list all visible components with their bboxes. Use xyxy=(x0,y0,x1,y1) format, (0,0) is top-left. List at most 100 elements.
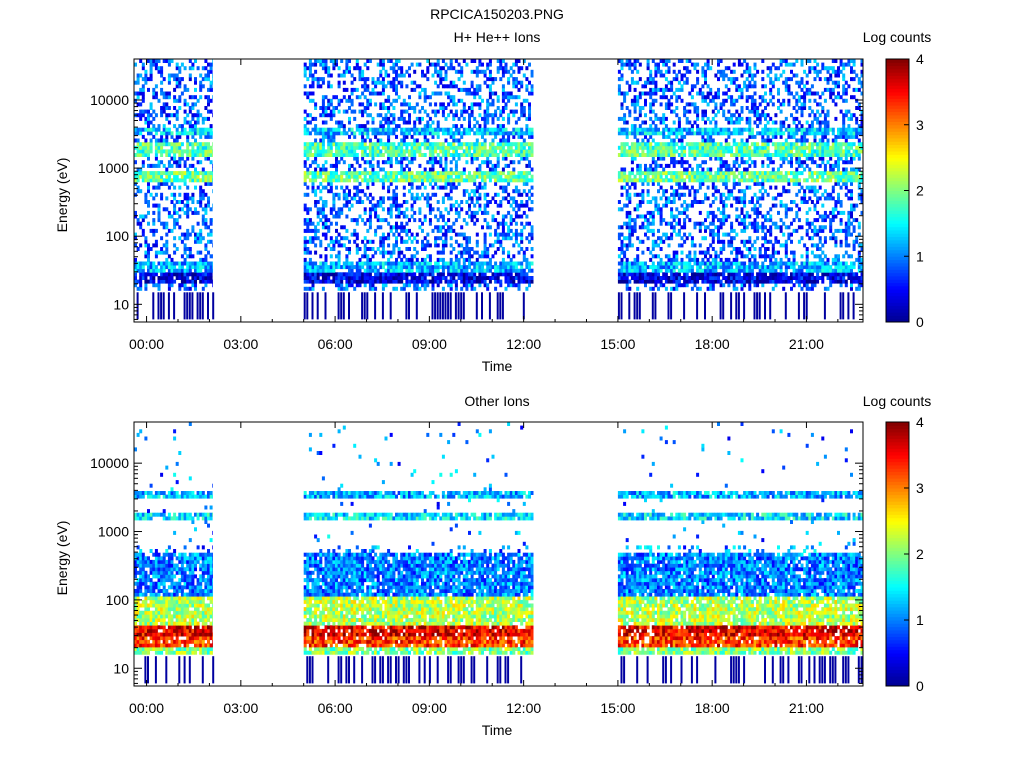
heatmap-cell xyxy=(154,59,158,63)
heatmap-cell xyxy=(379,69,383,74)
heatmap-cell xyxy=(400,69,404,74)
heatmap-cell xyxy=(426,279,430,284)
heatmap-cell xyxy=(384,279,388,284)
heatmap-cell xyxy=(641,268,645,273)
heatmap-cell xyxy=(478,192,482,197)
heatmap-cell xyxy=(368,192,372,197)
heatmap-cell xyxy=(670,156,674,161)
heatmap-cell xyxy=(350,261,354,266)
heatmap-cell xyxy=(314,62,318,67)
heatmap-cell xyxy=(209,80,213,85)
heatmap-cell xyxy=(525,272,529,277)
heatmap-cell xyxy=(441,127,445,132)
heatmap-cell xyxy=(638,171,642,176)
heatmap-cell xyxy=(454,69,458,74)
heatmap-cell xyxy=(646,149,650,154)
heatmap-cell xyxy=(667,163,671,168)
heatmap-cell xyxy=(672,225,676,230)
heatmap-cell xyxy=(483,149,487,154)
heatmap-cell xyxy=(368,160,372,165)
heatmap-cell xyxy=(649,279,653,284)
heatmap-cell xyxy=(641,250,645,255)
heatmap-cell xyxy=(528,106,531,110)
heatmap-cell xyxy=(520,200,524,204)
heatmap-cell xyxy=(449,279,453,284)
heatmap-cell xyxy=(683,127,687,132)
heatmap-cell xyxy=(431,91,435,96)
heatmap-cell xyxy=(514,59,518,63)
heatmap-cell xyxy=(329,279,333,284)
heatmap-cell xyxy=(180,276,184,280)
heatmap-cell xyxy=(392,286,396,291)
heatmap-cell xyxy=(345,153,349,157)
heatmap-cell xyxy=(690,142,694,147)
heatmap-cell xyxy=(517,207,521,212)
heatmap-cell xyxy=(675,178,679,183)
heatmap-cell xyxy=(350,171,354,176)
heatmap-cell xyxy=(303,286,307,291)
heatmap-cell xyxy=(630,225,634,230)
heatmap-cell xyxy=(620,272,624,277)
heatmap-cell xyxy=(303,178,307,183)
heatmap-cell xyxy=(636,167,640,172)
heatmap-cell xyxy=(311,145,315,150)
heatmap-cell xyxy=(620,257,624,262)
heatmap-cell xyxy=(657,131,660,136)
heatmap-cell xyxy=(194,185,197,190)
heatmap-cell xyxy=(431,283,435,288)
heatmap-cell xyxy=(376,214,380,219)
heatmap-cell xyxy=(496,279,500,284)
heatmap-cell xyxy=(321,203,325,208)
heatmap-cell xyxy=(473,221,477,226)
heatmap-cell xyxy=(329,181,333,186)
heatmap-cell xyxy=(384,142,388,147)
heatmap-cell xyxy=(188,142,192,147)
heatmap-cell xyxy=(483,272,487,277)
heatmap-cell xyxy=(475,232,479,237)
heatmap-cell xyxy=(157,292,160,320)
heatmap-cell xyxy=(431,174,435,179)
heatmap-cell xyxy=(366,265,370,270)
heatmap-cell xyxy=(345,261,349,266)
heatmap-cell xyxy=(704,174,707,179)
heatmap-cell xyxy=(452,153,456,157)
heatmap-cell xyxy=(316,127,320,132)
heatmap-cell xyxy=(165,272,169,277)
heatmap-cell xyxy=(638,109,642,114)
heatmap-cell xyxy=(342,236,346,241)
heatmap-cell xyxy=(659,214,663,219)
heatmap-cell xyxy=(630,171,634,176)
heatmap-cell xyxy=(641,145,645,150)
heatmap-cell xyxy=(413,80,417,85)
heatmap-cell xyxy=(512,196,516,201)
heatmap-cell xyxy=(212,279,213,284)
heatmap-cell xyxy=(688,192,692,197)
heatmap-cell xyxy=(683,178,687,183)
heatmap-cell xyxy=(496,232,500,237)
heatmap-cell xyxy=(361,109,365,114)
heatmap-cell xyxy=(690,84,694,89)
heatmap-cell xyxy=(311,153,315,157)
heatmap-cell xyxy=(355,87,359,92)
heatmap-cell xyxy=(421,127,424,132)
heatmap-cell xyxy=(384,160,388,165)
heatmap-cell xyxy=(392,192,396,197)
heatmap-cell xyxy=(522,153,526,157)
heatmap-cell xyxy=(701,167,705,172)
heatmap-cell xyxy=(496,247,500,251)
heatmap-cell xyxy=(680,192,684,197)
heatmap-cell xyxy=(306,225,310,230)
heatmap-cell xyxy=(504,131,508,136)
heatmap-cell xyxy=(374,210,378,215)
heatmap-cell xyxy=(434,225,438,230)
heatmap-cell xyxy=(460,124,464,129)
heatmap-cell xyxy=(514,131,518,136)
heatmap-cell xyxy=(486,210,490,215)
heatmap-cell xyxy=(324,120,328,125)
heatmap-cell xyxy=(319,239,323,244)
heatmap-cell xyxy=(188,174,192,179)
heatmap-cell xyxy=(350,102,354,107)
heatmap-cell xyxy=(512,276,516,280)
heatmap-cell xyxy=(418,131,422,136)
heatmap-cell xyxy=(491,91,495,96)
